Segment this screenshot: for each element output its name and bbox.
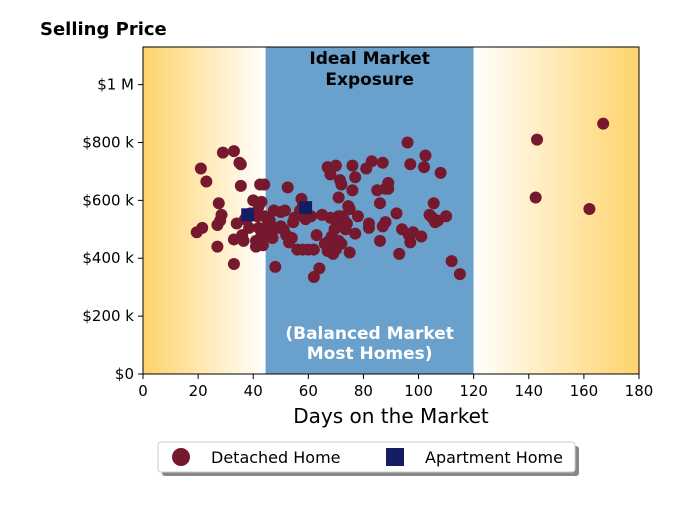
x-tick-label: 40 — [244, 382, 263, 400]
detached-point — [404, 236, 417, 249]
detached-point — [346, 159, 359, 172]
y-tick-label: $0 — [115, 365, 134, 383]
detached-point — [531, 133, 544, 146]
detached-point — [278, 204, 291, 217]
detached-point — [597, 117, 610, 130]
y-tick-label: $400 k — [82, 249, 134, 267]
detached-point — [212, 197, 225, 210]
detached-point — [194, 162, 207, 175]
detached-point — [285, 231, 298, 244]
x-tick-label: 140 — [514, 382, 543, 400]
detached-point — [434, 166, 447, 179]
detached-point — [243, 221, 256, 234]
x-tick-label: 60 — [299, 382, 318, 400]
legend-box — [157, 441, 576, 473]
legend-apartment-label: Apartment Home — [425, 448, 563, 467]
detached-point — [227, 145, 240, 158]
detached-point — [393, 247, 406, 260]
x-tick-label: 120 — [459, 382, 488, 400]
detached-point — [310, 229, 323, 242]
detached-point — [373, 234, 386, 247]
y-tick-label: $1 M — [97, 76, 134, 94]
legend-detached-label: Detached Home — [211, 448, 341, 467]
detached-point — [453, 268, 466, 281]
legend-apartment-marker — [386, 448, 404, 466]
y-tick-label: $600 k — [82, 191, 134, 209]
detached-point — [415, 230, 428, 243]
balanced-zone-label-line-1: (Balanced Market — [285, 324, 454, 344]
y-tick-label: $800 k — [82, 133, 134, 151]
detached-point — [263, 214, 276, 227]
detached-point — [215, 208, 228, 221]
detached-point — [200, 175, 213, 188]
detached-point — [234, 158, 247, 171]
detached-point — [313, 262, 326, 275]
detached-point — [418, 161, 431, 174]
detached-point — [216, 146, 229, 159]
y-axis: $0 $200 k $400 k $600 k $800 k $1 M — [82, 76, 143, 383]
detached-point — [281, 181, 294, 194]
detached-point — [401, 136, 414, 149]
chart-title: Selling Price — [40, 19, 167, 40]
detached-point — [335, 178, 348, 191]
plot-frame — [142, 46, 640, 375]
apartment-point — [241, 208, 255, 222]
plot-area: Ideal Market Exposure (Balanced Market M… — [142, 46, 640, 375]
detached-point — [440, 210, 453, 223]
detached-point — [307, 243, 320, 256]
data-points — [190, 117, 610, 284]
detached-point — [419, 149, 432, 162]
detached-point — [529, 191, 542, 204]
detached-point — [211, 240, 224, 253]
detached-point — [349, 227, 362, 240]
apartment-point — [299, 201, 313, 215]
x-tick-label: 20 — [189, 382, 208, 400]
y-tick-label: $200 k — [82, 307, 134, 325]
detached-point — [427, 197, 440, 210]
detached-point — [583, 203, 596, 216]
balanced-zone-label-line-2: Most Homes) — [307, 344, 433, 364]
detached-point — [445, 255, 458, 268]
detached-point — [404, 158, 417, 171]
x-tick-label: 100 — [404, 382, 433, 400]
x-axis-title: Days on the Market — [293, 404, 489, 428]
detached-point — [234, 179, 247, 192]
x-tick-label: 80 — [354, 382, 373, 400]
zone-right-gradient — [473, 47, 639, 374]
detached-point — [266, 231, 279, 244]
detached-point — [324, 168, 337, 181]
detached-point — [343, 246, 356, 259]
detached-point — [362, 221, 375, 234]
x-tick-label: 180 — [625, 382, 654, 400]
detached-point — [329, 159, 342, 172]
detached-point — [335, 237, 348, 250]
detached-point — [343, 203, 356, 216]
detached-point — [258, 178, 271, 191]
detached-point — [332, 191, 345, 204]
ideal-zone-label-line-2: Exposure — [325, 70, 414, 90]
detached-point — [237, 234, 250, 247]
detached-point — [227, 258, 240, 271]
detached-point — [382, 182, 395, 195]
detached-point — [307, 271, 320, 284]
ideal-zone-label-line-1: Ideal Market — [309, 49, 430, 69]
detached-point — [376, 156, 389, 169]
detached-point — [196, 221, 209, 234]
legend-detached-marker — [172, 448, 190, 466]
detached-point — [390, 207, 403, 220]
x-tick-label: 0 — [138, 382, 148, 400]
detached-point — [351, 210, 364, 223]
x-tick-label: 160 — [570, 382, 599, 400]
detached-point — [379, 216, 392, 229]
detached-point — [346, 184, 359, 197]
detached-point — [340, 217, 353, 230]
detached-point — [373, 197, 386, 210]
legend: Detached Home Apartment Home — [157, 441, 579, 476]
detached-point — [269, 260, 282, 273]
x-axis: 0 20 40 60 80 100 120 140 160 180 — [138, 374, 653, 400]
detached-point — [255, 195, 268, 208]
detached-point — [365, 155, 378, 168]
detached-point — [349, 171, 362, 184]
